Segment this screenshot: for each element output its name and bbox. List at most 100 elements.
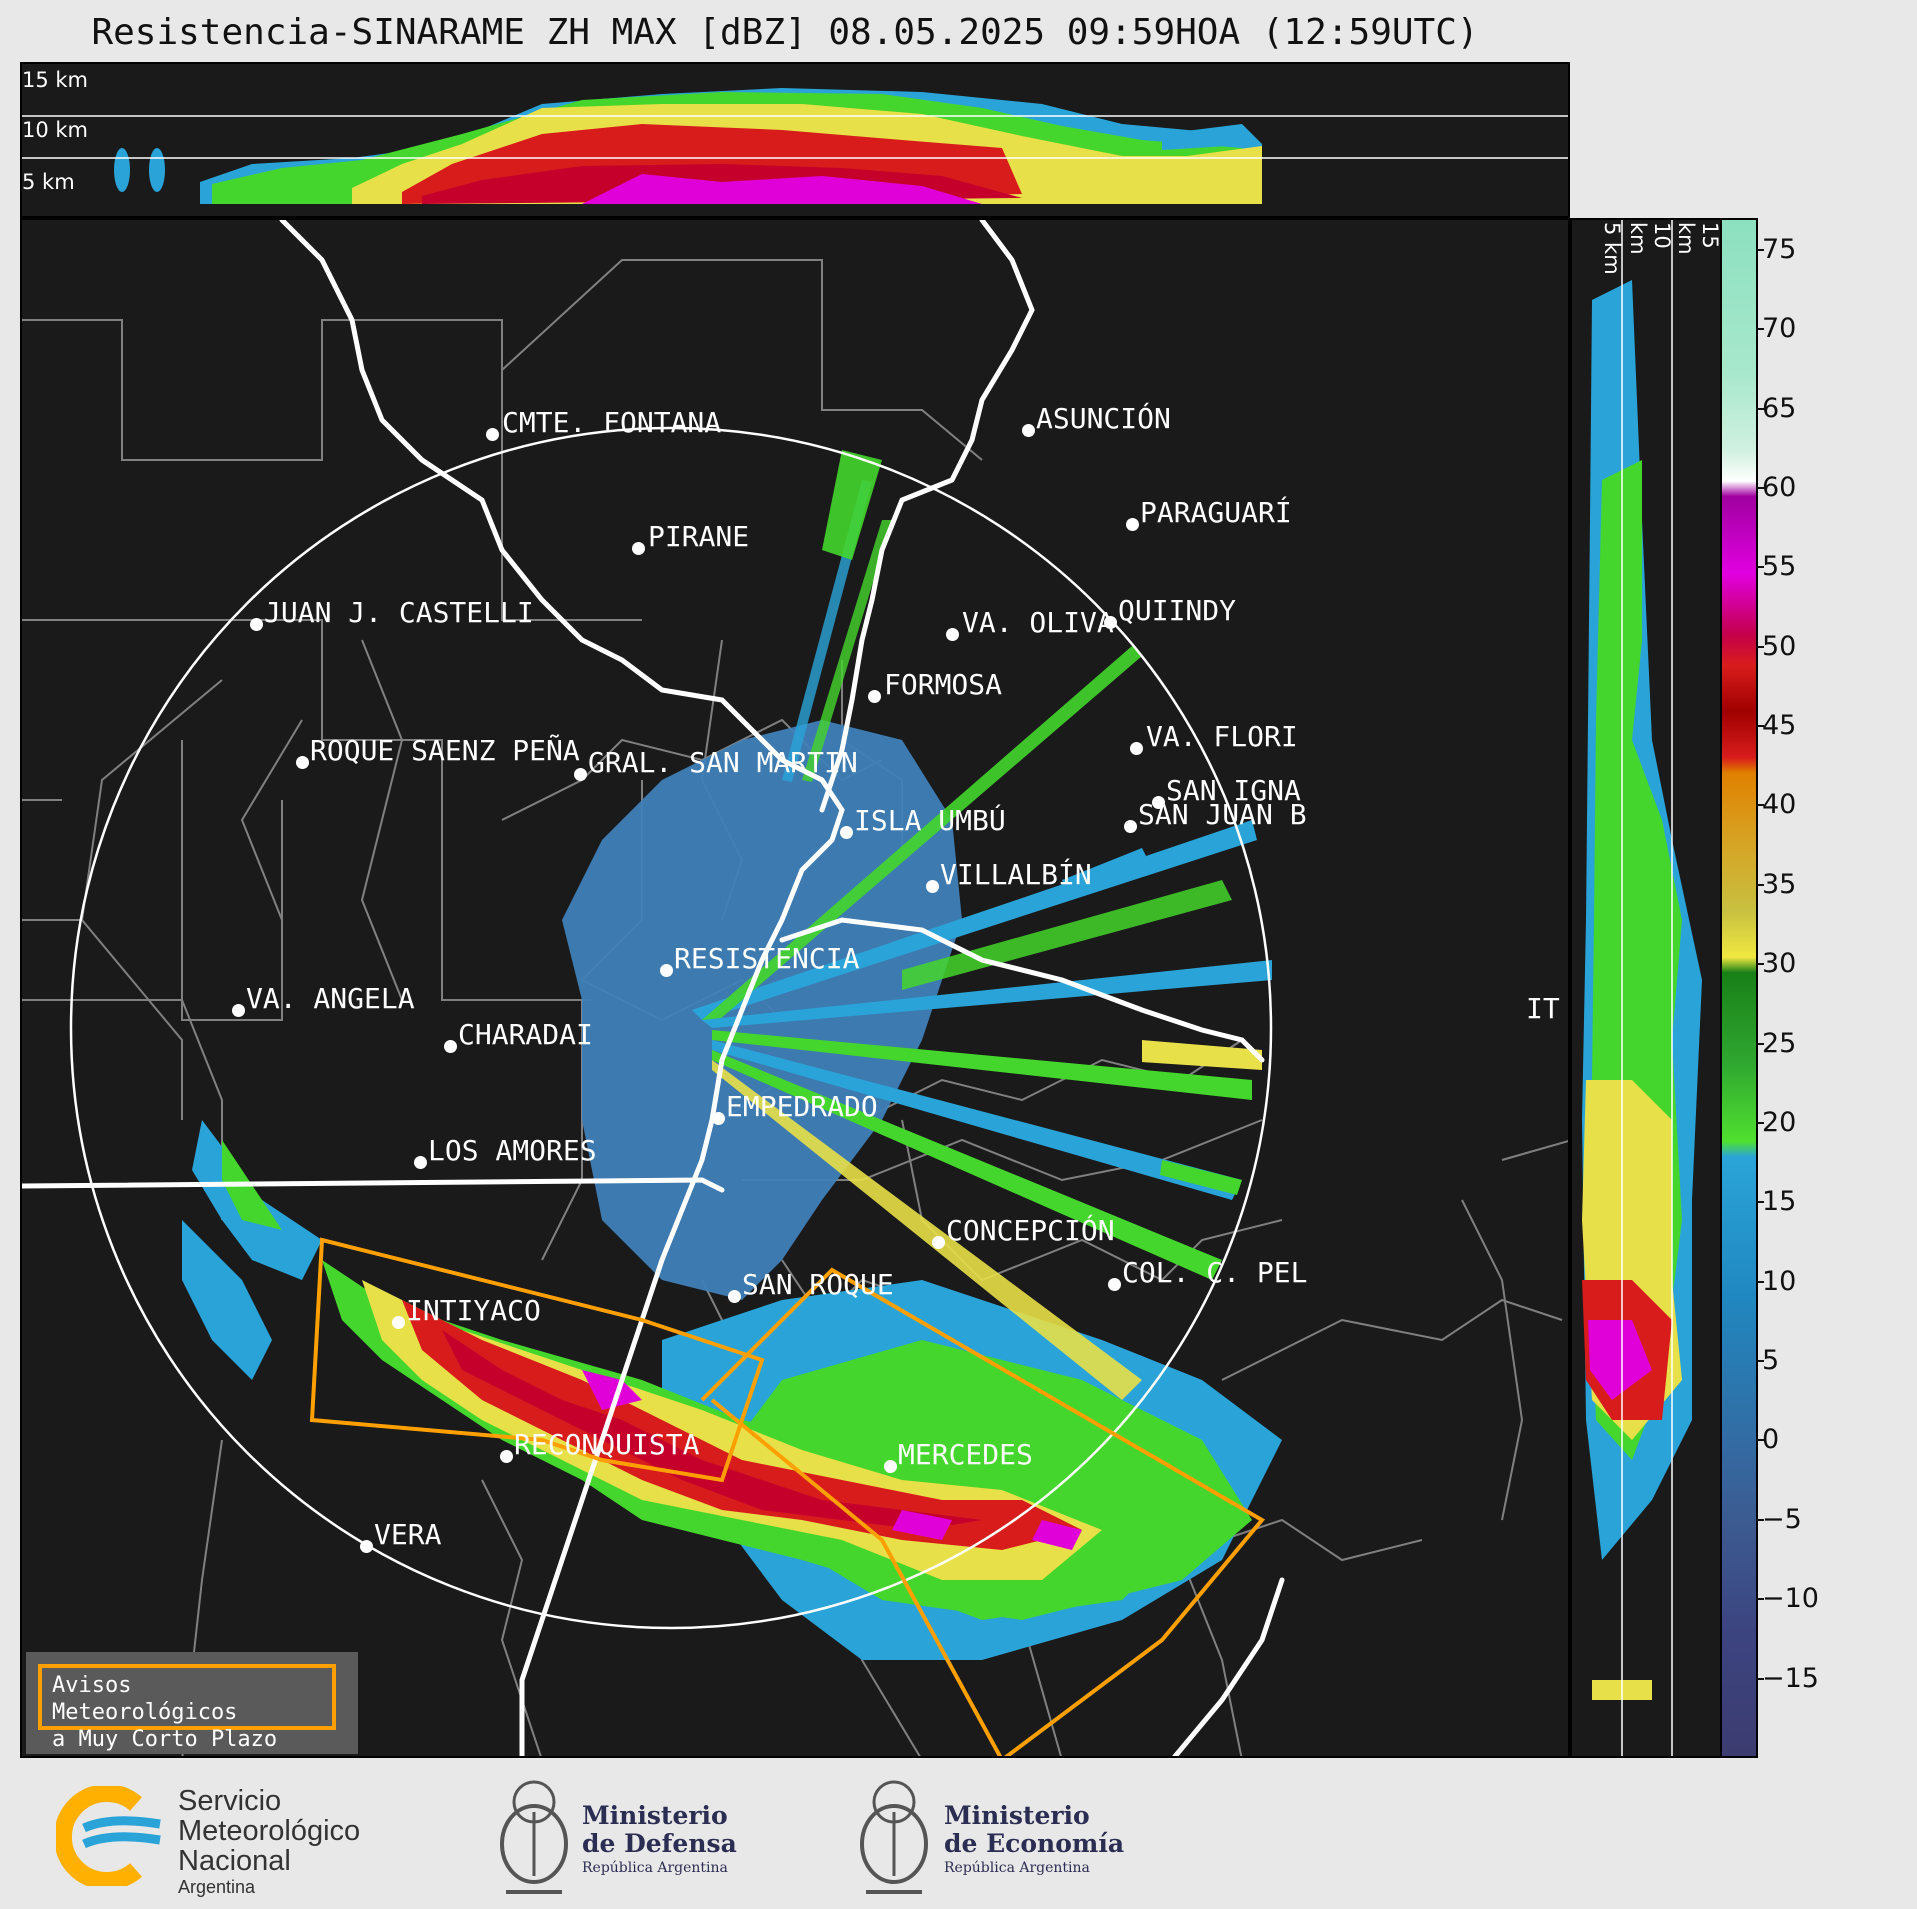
- city-label-villalbin: VILLALBÍN: [940, 858, 1092, 891]
- colorbar-tick-mark: [1756, 1598, 1764, 1601]
- city-dot: [1126, 518, 1139, 531]
- city-label-san-juan-b: SAN JUAN B: [1138, 798, 1307, 831]
- radar-map[interactable]: CMTE. FONTANA ASUNCIÓN PARAGUARÍ PIRANE …: [20, 218, 1570, 1758]
- colorbar-tick-mark: [1756, 248, 1764, 251]
- colorbar-tick-label: 50: [1762, 630, 1797, 662]
- city-dot: [250, 618, 263, 631]
- city-dot: [486, 428, 499, 441]
- radar-site-dot: [660, 964, 673, 977]
- city-dot: [1104, 616, 1117, 629]
- colorbar-tick-label: 55: [1762, 551, 1797, 583]
- city-dot: [946, 628, 959, 641]
- colorbar-tick-mark: [1756, 963, 1764, 966]
- defensa-logo-text: Ministerio de Defensa República Argentin…: [582, 1802, 737, 1878]
- height-label-10km: 10 km: [22, 118, 89, 142]
- colorbar-tick-mark: [1756, 725, 1764, 728]
- colorbar-tick-mark: [1756, 1439, 1764, 1442]
- city-label-quiindy: QUIINDY: [1118, 594, 1237, 627]
- right-section-echo: [1582, 220, 1702, 1756]
- economia-line-2: de Economía: [944, 1829, 1125, 1858]
- city-dot: [884, 1460, 897, 1473]
- city-dot: [392, 1316, 405, 1329]
- colorbar-tick-mark: [1756, 1360, 1764, 1363]
- city-label-concepcion: CONCEPCIÓN: [946, 1214, 1115, 1247]
- city-label-cmte-fontana: CMTE. FONTANA: [502, 406, 722, 439]
- footer-logos: Servicio Meteorológico Nacional Argentin…: [0, 1758, 1917, 1909]
- city-dot: [926, 880, 939, 893]
- city-dot: [1108, 1278, 1121, 1291]
- reflectivity-field: [182, 450, 1282, 1660]
- colorbar-tick-label: 60: [1762, 471, 1797, 503]
- right-cross-section: 5 km 10 km 15 km: [1570, 218, 1722, 1758]
- city-label-va-oliva: VA. OLIVA: [962, 606, 1114, 639]
- colorbar-tick-label: 45: [1762, 710, 1797, 742]
- height-label-15km: 15 km: [22, 68, 89, 92]
- city-dot: [360, 1540, 373, 1553]
- city-dot: [728, 1290, 741, 1303]
- city-label-empedrado: EMPEDRADO: [726, 1090, 878, 1123]
- smn-logo-text: Servicio Meteorológico Nacional Argentin…: [178, 1786, 360, 1898]
- colorbar-tick-label: 10: [1762, 1265, 1797, 1297]
- height-label-15km-right: 15 km: [1674, 222, 1722, 255]
- city-dot: [414, 1156, 427, 1169]
- reflectivity-colorbar: [1720, 218, 1758, 1758]
- city-label-juan-j-castelli: JUAN J. CASTELLI: [264, 596, 534, 629]
- warning-polygons[interactable]: [309, 1237, 1266, 1758]
- map-title: Resistencia-SINARAME ZH MAX [dBZ] 08.05.…: [91, 12, 1479, 53]
- smn-line-4: Argentina: [178, 1877, 256, 1897]
- city-dot: [1130, 742, 1143, 755]
- city-label-gral-san-martin: GRAL. SAN MARTIN: [588, 746, 858, 779]
- colorbar-tick-label: 65: [1762, 392, 1797, 424]
- city-label-mercedes: MERCEDES: [898, 1438, 1033, 1471]
- city-dot: [932, 1236, 945, 1249]
- colorbar-tick-mark: [1756, 1201, 1764, 1204]
- top-section-echo: [22, 88, 1568, 204]
- colorbar-tick-label: 40: [1762, 789, 1797, 821]
- city-dot: [840, 826, 853, 839]
- city-dot: [444, 1040, 457, 1053]
- city-label-asuncion: ASUNCIÓN: [1036, 402, 1171, 435]
- range-ring: [69, 426, 1273, 1630]
- city-dot: [632, 542, 645, 555]
- defensa-line-1: Ministerio: [582, 1801, 728, 1830]
- colorbar-tick-mark: [1756, 1280, 1764, 1283]
- city-dot: [1152, 796, 1165, 809]
- colorbar-tick-mark: [1756, 1121, 1764, 1124]
- city-label-it: IT: [1526, 992, 1560, 1025]
- city-label-col-c-pel: COL. C. PEL: [1122, 1256, 1308, 1289]
- defensa-seal-icon: [500, 1780, 568, 1894]
- colorbar-tick-mark: [1756, 645, 1764, 648]
- city-label-formosa: FORMOSA: [884, 668, 1003, 701]
- colorbar-tick-label: 5: [1762, 1345, 1780, 1377]
- city-label-charadai: CHARADAI: [458, 1018, 593, 1051]
- city-label-paraguari: PARAGUARÍ: [1140, 496, 1292, 529]
- avisos-legend[interactable]: Avisos Meteorológicos a Muy Corto Plazo: [26, 1652, 358, 1754]
- colorbar-tick-label: 0: [1762, 1424, 1780, 1456]
- city-label-san-igna: SAN IGNA: [1166, 774, 1301, 807]
- colorbar-tick-label: 20: [1762, 1106, 1797, 1138]
- avisos-line-2: a Muy Corto Plazo: [52, 1727, 278, 1752]
- colorbar-tick-label: −15: [1762, 1662, 1819, 1694]
- city-dot: [1124, 820, 1137, 833]
- colorbar-tick-mark: [1756, 1518, 1764, 1521]
- city-label-intiyaco: INTIYACO: [406, 1294, 541, 1327]
- city-label-resistencia: RESISTENCIA: [674, 942, 860, 975]
- smn-line-3: Nacional: [178, 1845, 291, 1877]
- city-dot: [868, 690, 881, 703]
- colorbar-tick-label: −5: [1762, 1503, 1802, 1535]
- colorbar-tick-mark: [1756, 1677, 1764, 1680]
- city-label-reconquista: RECONQUISTA: [514, 1428, 700, 1461]
- economia-line-1: Ministerio: [944, 1801, 1090, 1830]
- colorbar-tick-label: 75: [1762, 233, 1797, 265]
- economia-line-3: República Argentina: [944, 1860, 1090, 1876]
- colorbar-tick-mark: [1756, 883, 1764, 886]
- defensa-line-2: de Defensa: [582, 1829, 737, 1858]
- colorbar-tick-mark: [1756, 804, 1764, 807]
- height-label-5km-right: 5 km: [1600, 222, 1624, 275]
- colorbar-tick-mark: [1756, 1042, 1764, 1045]
- colorbar-tick-label: 35: [1762, 868, 1797, 900]
- economia-seal-icon: [860, 1780, 928, 1894]
- avisos-line-1: Avisos Meteorológicos: [52, 1673, 238, 1725]
- defensa-line-3: República Argentina: [582, 1860, 728, 1876]
- top-cross-section: 15 km 10 km 5 km: [20, 62, 1570, 218]
